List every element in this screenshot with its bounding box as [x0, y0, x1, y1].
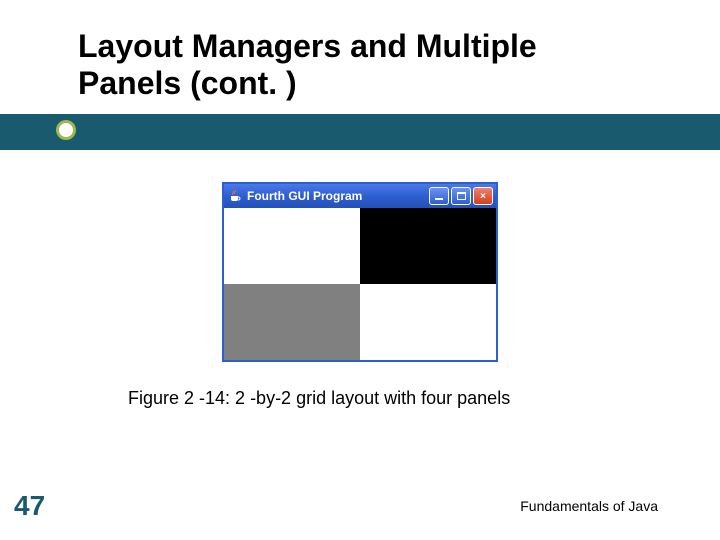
- window-title: Fourth GUI Program: [247, 189, 424, 203]
- panel-3: [360, 284, 496, 360]
- title-line-2: Panels (cont. ): [78, 65, 297, 101]
- app-window: Fourth GUI Program ×: [222, 182, 498, 362]
- panel-0: [224, 208, 360, 284]
- footer-text: Fundamentals of Java: [520, 498, 658, 514]
- maximize-button[interactable]: [451, 187, 471, 205]
- close-button[interactable]: ×: [473, 187, 493, 205]
- title-line-1: Layout Managers and Multiple: [78, 28, 537, 64]
- window-titlebar: Fourth GUI Program ×: [224, 184, 496, 208]
- window-buttons: ×: [429, 187, 493, 205]
- bullet-ring-icon: [56, 120, 76, 140]
- figure-window: Fourth GUI Program ×: [222, 182, 498, 362]
- grid-layout: [224, 208, 496, 360]
- slide-number: 47: [14, 490, 45, 522]
- panel-2: [224, 284, 360, 360]
- panel-1: [360, 208, 496, 284]
- slide-title: Layout Managers and Multiple Panels (con…: [78, 28, 537, 102]
- accent-bar: [0, 114, 720, 150]
- figure-caption: Figure 2 -14: 2 -by-2 grid layout with f…: [128, 388, 510, 409]
- minimize-button[interactable]: [429, 187, 449, 205]
- java-cup-icon: [228, 189, 242, 203]
